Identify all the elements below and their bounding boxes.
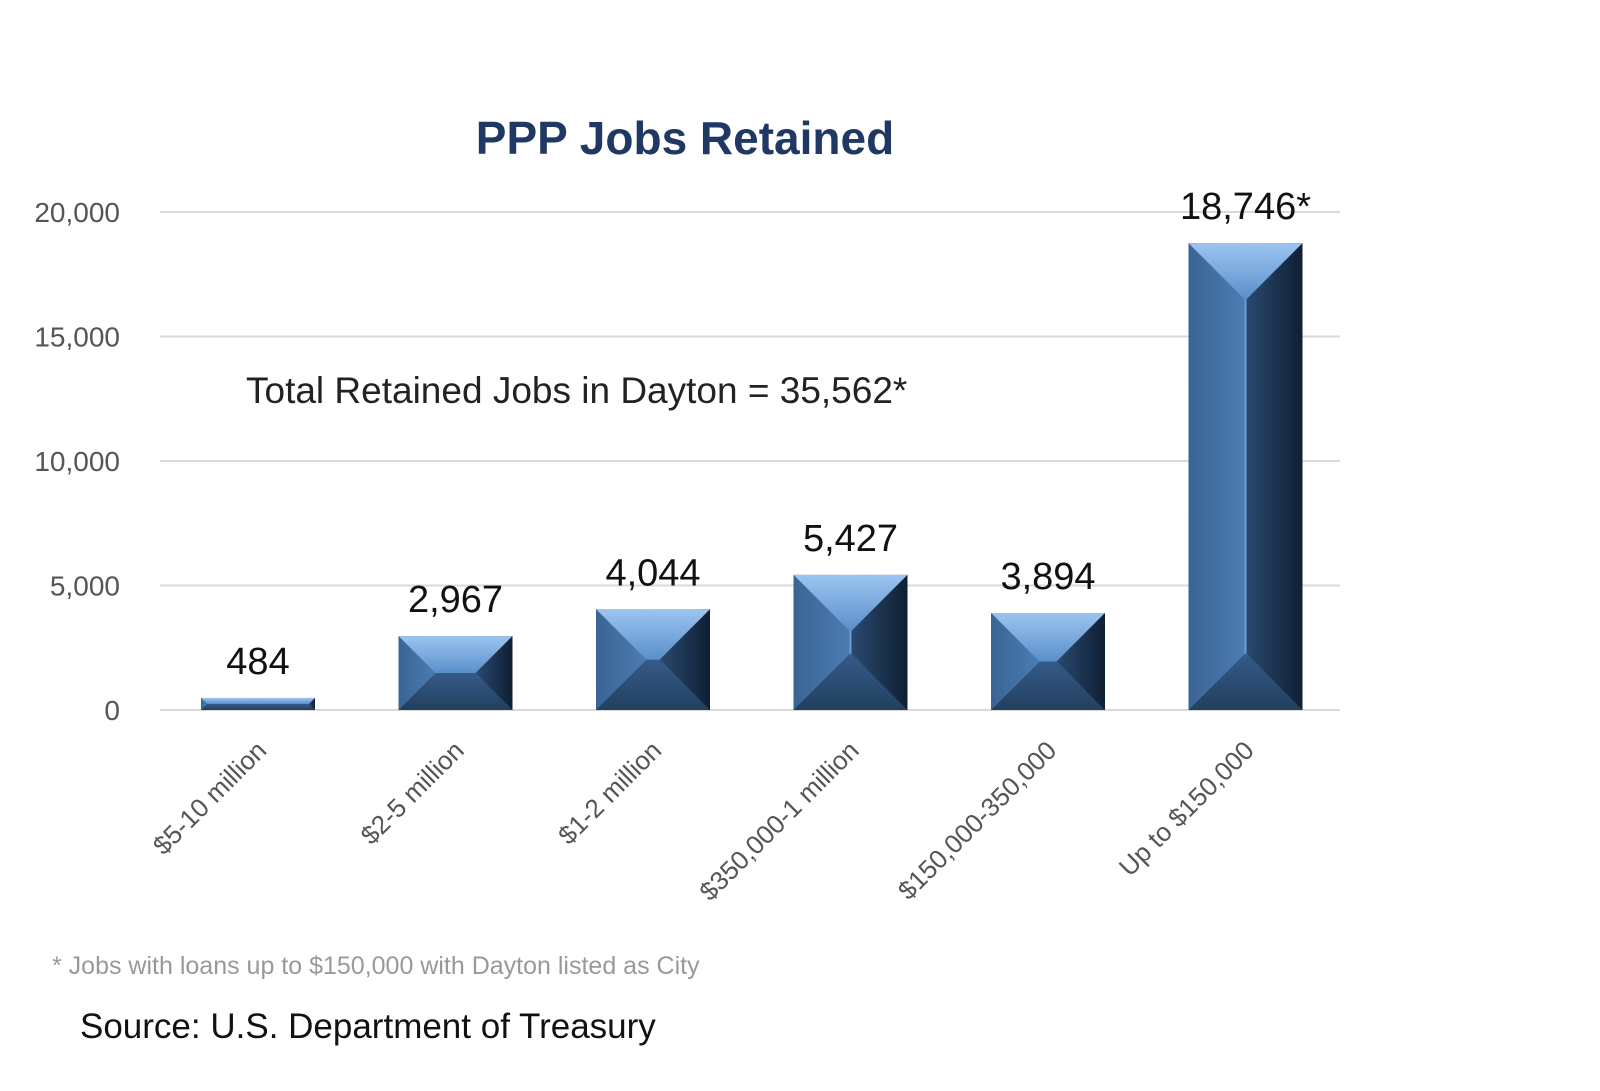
bar-value-label: 2,967	[408, 579, 503, 621]
x-tick-label: $1-2 million	[552, 735, 667, 850]
bar	[1188, 243, 1303, 710]
bar-bevel-bottom	[1188, 654, 1303, 710]
bars	[201, 243, 1303, 710]
bar	[793, 574, 908, 710]
bar-bevel-left	[398, 636, 436, 710]
bar	[398, 636, 513, 710]
chart-title: PPP Jobs Retained	[476, 112, 894, 164]
bar-bevel-left	[793, 574, 850, 710]
bar-bevel-right	[851, 574, 908, 710]
bar-bevel-top	[398, 636, 513, 674]
gridlines	[160, 211, 1340, 711]
x-tick-label: Up to $150,000	[1113, 735, 1260, 882]
bar-bevel-bottom	[991, 661, 1105, 710]
y-tick-label: 5,000	[50, 571, 120, 602]
bar-bevel-right	[308, 697, 315, 710]
y-axis-ticks: 0 5,000 10,000 15,000 20,000	[34, 197, 120, 726]
x-tick-label: $150,000-350,000	[892, 735, 1062, 905]
bar-bevel-top	[991, 613, 1105, 662]
bar	[596, 609, 710, 710]
bar-bevel-right	[1056, 613, 1105, 710]
x-tick-label: $350,000-1 million	[693, 735, 864, 906]
bar-value-label: 484	[226, 641, 289, 683]
x-tick-label: $5-10 million	[147, 735, 272, 860]
y-tick-label: 10,000	[34, 446, 120, 477]
bar-bevel-bottom	[793, 654, 908, 710]
bar-value-label: 4,044	[605, 552, 700, 594]
bar-bevel-left	[991, 613, 1040, 710]
bar-bevel-top	[1188, 243, 1303, 300]
x-tick-label: $2-5 million	[355, 735, 470, 850]
bar-bevel-left	[596, 609, 647, 710]
footnote: * Jobs with loans up to $150,000 with Da…	[52, 952, 700, 980]
source-note: Source: U.S. Department of Treasury	[80, 1007, 656, 1046]
bar-bevel-bottom	[201, 703, 315, 710]
bar-value-label: 5,427	[803, 518, 898, 560]
x-axis-ticks: $5-10 million $2-5 million $1-2 million $35…	[147, 735, 1260, 906]
bar	[991, 613, 1105, 710]
y-tick-label: 0	[104, 695, 120, 726]
y-tick-label: 15,000	[34, 322, 120, 353]
bar-bevel-top	[793, 574, 908, 631]
value-labels: 484 2,967 4,044 5,427 3,894 18,746*	[226, 186, 1311, 683]
bar-bevel-left	[1188, 243, 1245, 710]
bar-bevel-bottom	[596, 659, 710, 710]
bar-bevel-left	[201, 697, 208, 710]
bar-bevel-top	[596, 609, 710, 660]
y-tick-label: 20,000	[34, 197, 120, 228]
bar-value-label: 18,746*	[1180, 186, 1311, 228]
bar-bevel-right	[659, 609, 710, 710]
bar-value-label: 3,894	[1000, 556, 1095, 598]
bar-bevel-top	[201, 697, 315, 704]
bar-bevel-bottom	[398, 673, 513, 710]
bar-bevel-right	[475, 636, 513, 710]
bar-bevel-right	[1246, 243, 1303, 710]
bar	[201, 697, 315, 710]
total-annotation: Total Retained Jobs in Dayton = 35,562*	[246, 370, 907, 411]
